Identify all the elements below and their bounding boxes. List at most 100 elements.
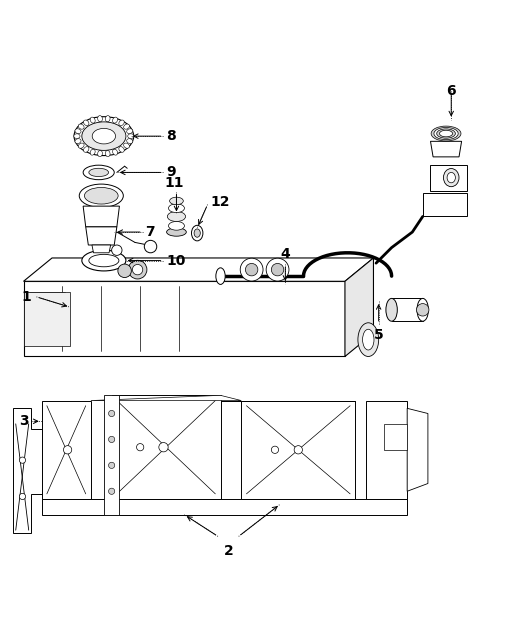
- Ellipse shape: [79, 184, 123, 207]
- Text: 3: 3: [19, 415, 29, 428]
- Circle shape: [133, 265, 143, 275]
- Ellipse shape: [84, 188, 118, 204]
- Ellipse shape: [74, 134, 80, 139]
- Circle shape: [266, 258, 289, 281]
- Ellipse shape: [358, 323, 379, 357]
- Ellipse shape: [431, 126, 461, 141]
- Ellipse shape: [191, 226, 203, 241]
- Ellipse shape: [74, 117, 134, 156]
- Text: 11: 11: [164, 176, 183, 190]
- Polygon shape: [13, 408, 42, 533]
- Text: 6: 6: [446, 84, 456, 98]
- Text: 2: 2: [223, 544, 233, 558]
- Polygon shape: [42, 499, 407, 515]
- Circle shape: [240, 258, 263, 281]
- Text: 1: 1: [21, 290, 31, 304]
- Ellipse shape: [440, 130, 453, 137]
- Ellipse shape: [128, 134, 134, 139]
- Ellipse shape: [170, 197, 183, 205]
- Ellipse shape: [124, 143, 129, 148]
- Circle shape: [417, 304, 429, 316]
- Polygon shape: [241, 401, 355, 499]
- Circle shape: [108, 410, 115, 416]
- Polygon shape: [112, 396, 221, 499]
- Ellipse shape: [447, 173, 455, 183]
- Circle shape: [144, 240, 157, 253]
- Circle shape: [271, 446, 279, 454]
- Circle shape: [271, 263, 284, 276]
- Ellipse shape: [90, 149, 95, 155]
- Circle shape: [245, 263, 258, 276]
- Ellipse shape: [83, 120, 89, 125]
- Ellipse shape: [113, 149, 117, 155]
- Circle shape: [108, 462, 115, 469]
- Text: 9: 9: [166, 166, 176, 180]
- Text: 10: 10: [166, 253, 185, 268]
- Polygon shape: [407, 408, 428, 491]
- Circle shape: [19, 493, 26, 500]
- Ellipse shape: [194, 229, 200, 238]
- Ellipse shape: [82, 250, 126, 271]
- Text: 8: 8: [166, 129, 176, 143]
- Polygon shape: [391, 299, 423, 321]
- Ellipse shape: [78, 124, 84, 129]
- Circle shape: [118, 264, 132, 278]
- Ellipse shape: [89, 255, 119, 266]
- Ellipse shape: [436, 129, 455, 138]
- Polygon shape: [92, 245, 111, 253]
- Ellipse shape: [127, 129, 133, 134]
- Text: 5: 5: [374, 328, 384, 342]
- Ellipse shape: [119, 120, 124, 125]
- Circle shape: [63, 445, 72, 454]
- Text: 4: 4: [280, 246, 290, 261]
- Polygon shape: [345, 258, 374, 357]
- Polygon shape: [24, 282, 345, 357]
- Circle shape: [294, 445, 302, 454]
- Polygon shape: [104, 396, 119, 515]
- Polygon shape: [24, 292, 70, 346]
- Text: 12: 12: [210, 195, 230, 209]
- Polygon shape: [83, 206, 119, 227]
- Ellipse shape: [443, 169, 459, 186]
- Polygon shape: [366, 401, 407, 499]
- Ellipse shape: [83, 147, 89, 152]
- Ellipse shape: [434, 127, 458, 140]
- Ellipse shape: [167, 212, 185, 222]
- Circle shape: [112, 245, 122, 255]
- Circle shape: [159, 442, 168, 452]
- Ellipse shape: [216, 268, 225, 284]
- Text: 7: 7: [145, 225, 155, 239]
- Ellipse shape: [90, 117, 95, 123]
- Ellipse shape: [363, 329, 374, 350]
- Ellipse shape: [89, 168, 108, 176]
- Polygon shape: [24, 258, 374, 282]
- Ellipse shape: [167, 228, 187, 236]
- Ellipse shape: [92, 129, 115, 144]
- Polygon shape: [91, 396, 241, 401]
- Circle shape: [128, 260, 147, 279]
- Ellipse shape: [75, 129, 81, 134]
- Ellipse shape: [82, 122, 126, 151]
- Polygon shape: [431, 141, 462, 157]
- Ellipse shape: [78, 143, 84, 148]
- Ellipse shape: [417, 299, 429, 321]
- Circle shape: [108, 437, 115, 442]
- Ellipse shape: [386, 299, 397, 321]
- Polygon shape: [423, 193, 467, 217]
- Polygon shape: [42, 401, 91, 499]
- Circle shape: [137, 444, 144, 451]
- Ellipse shape: [124, 124, 129, 129]
- Circle shape: [108, 488, 115, 495]
- Polygon shape: [431, 164, 467, 190]
- Ellipse shape: [97, 115, 102, 122]
- Ellipse shape: [127, 139, 133, 144]
- Ellipse shape: [119, 147, 124, 152]
- Ellipse shape: [97, 151, 102, 157]
- Polygon shape: [86, 227, 117, 245]
- Ellipse shape: [113, 117, 117, 123]
- Polygon shape: [384, 424, 407, 450]
- Ellipse shape: [75, 139, 81, 144]
- Circle shape: [19, 457, 26, 463]
- Ellipse shape: [105, 115, 110, 122]
- Ellipse shape: [169, 222, 184, 230]
